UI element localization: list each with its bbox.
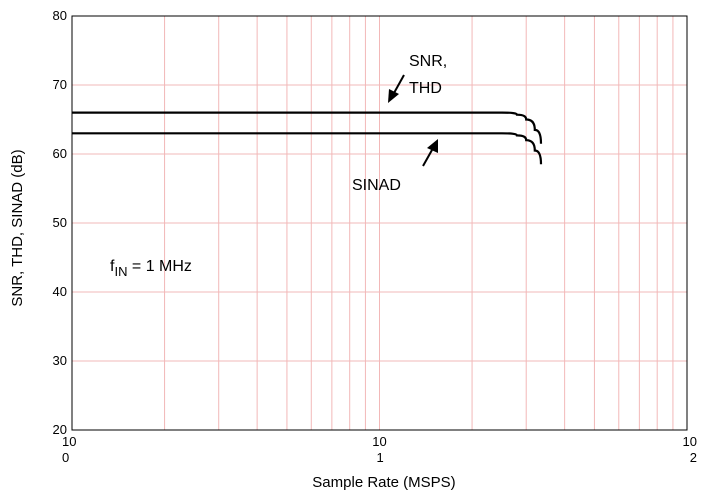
snr-thd-annotation: SNR, THD [388, 53, 447, 103]
y-tick-label: 50 [53, 215, 67, 230]
y-tick-label: 30 [53, 353, 67, 368]
fin-annotation: fIN = 1 MHz [110, 258, 192, 279]
y-tick-label: 80 [53, 8, 67, 23]
series-group [72, 111, 543, 165]
x-tick-exponent: 2 [690, 450, 697, 465]
y-tick-label: 70 [53, 77, 67, 92]
sinad-annotation-label: SINAD [352, 177, 401, 194]
y-tick-label: 60 [53, 146, 67, 161]
series-line-snr-thd [72, 111, 543, 144]
x-tick-exponent: 0 [62, 450, 69, 465]
x-tick-label: 10 [62, 434, 76, 449]
x-tick-label: 10 [372, 434, 386, 449]
x-tick-exponent: 1 [377, 450, 384, 465]
series-line-sinad [72, 132, 543, 165]
sinad-arrow-head [427, 139, 438, 153]
y-tick-label: 20 [53, 422, 67, 437]
y-axis-label: SNR, THD, SINAD (dB) [9, 149, 26, 306]
snr-arrow-shaft [393, 74, 405, 94]
sinad-arrow-shaft [422, 149, 433, 167]
y-tick-labels: 20 30 40 50 60 70 80 [53, 8, 67, 437]
snr-annotation-line2: THD [409, 80, 442, 97]
snr-arrow-head [388, 89, 399, 103]
x-axis-label: Sample Rate (MSPS) [312, 474, 455, 491]
y-tick-label: 40 [53, 284, 67, 299]
plot-frame [71, 15, 688, 431]
snr-annotation-line1: SNR, [409, 53, 447, 70]
grid [72, 16, 687, 430]
x-tick-label: 10 [683, 434, 697, 449]
sinad-annotation: SINAD [352, 139, 438, 194]
